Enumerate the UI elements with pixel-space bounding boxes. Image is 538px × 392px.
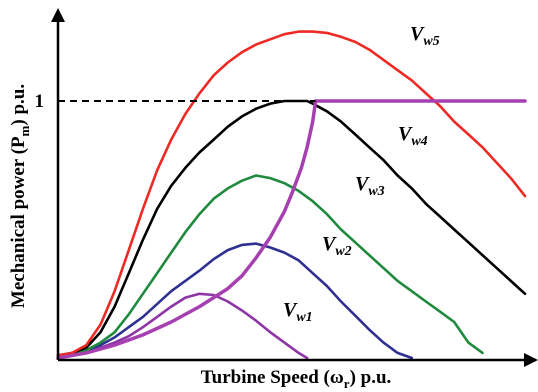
y-axis-title: Mechanical power (Pm) p.u. (8, 84, 32, 308)
series-label-subscript: w3 (368, 184, 384, 199)
series-line-w5 (56, 30, 527, 357)
series-label-w3: Vw3 (355, 173, 385, 199)
series-line-max-power-tracking (56, 99, 527, 360)
tick-layer: 1 (35, 91, 45, 112)
x-axis-title-main: Turbine Speed (ω (201, 367, 344, 388)
series-label-prefix: V (355, 173, 370, 195)
series-label-subscript: w4 (411, 134, 427, 149)
series-label-w1: Vw1 (283, 299, 313, 325)
x-axis-title: Turbine Speed (ωr) p.u. (201, 367, 392, 391)
series-label-subscript: w2 (335, 244, 351, 259)
series-label-prefix: V (398, 123, 413, 145)
series-label-w5: Vw5 (410, 23, 440, 49)
y-axis-title-tail: ) p.u. (8, 84, 29, 126)
x-axis-title-sub: r (344, 376, 350, 391)
series-label-prefix: V (283, 299, 298, 321)
series-label-subscript: w1 (296, 310, 312, 325)
x-axis-arrow (524, 353, 538, 367)
series-line-w1 (56, 292, 309, 360)
series-layer (56, 30, 527, 360)
y-axis-title-sub: m (17, 125, 32, 136)
series-line-w2 (56, 242, 414, 360)
series-label-prefix: V (322, 233, 337, 255)
y-axis-title-main: Mechanical power (P (8, 136, 29, 308)
series-label-w2: Vw2 (322, 233, 352, 259)
y-tick-label: 1 (35, 91, 45, 112)
series-label-subscript: w5 (423, 34, 439, 49)
x-axis-title-tail: ) p.u. (350, 367, 392, 388)
series-line-w3 (56, 174, 484, 357)
series-label-prefix: V (410, 23, 425, 45)
series-label-w4: Vw4 (398, 123, 428, 149)
y-axis-arrow (51, 8, 65, 22)
